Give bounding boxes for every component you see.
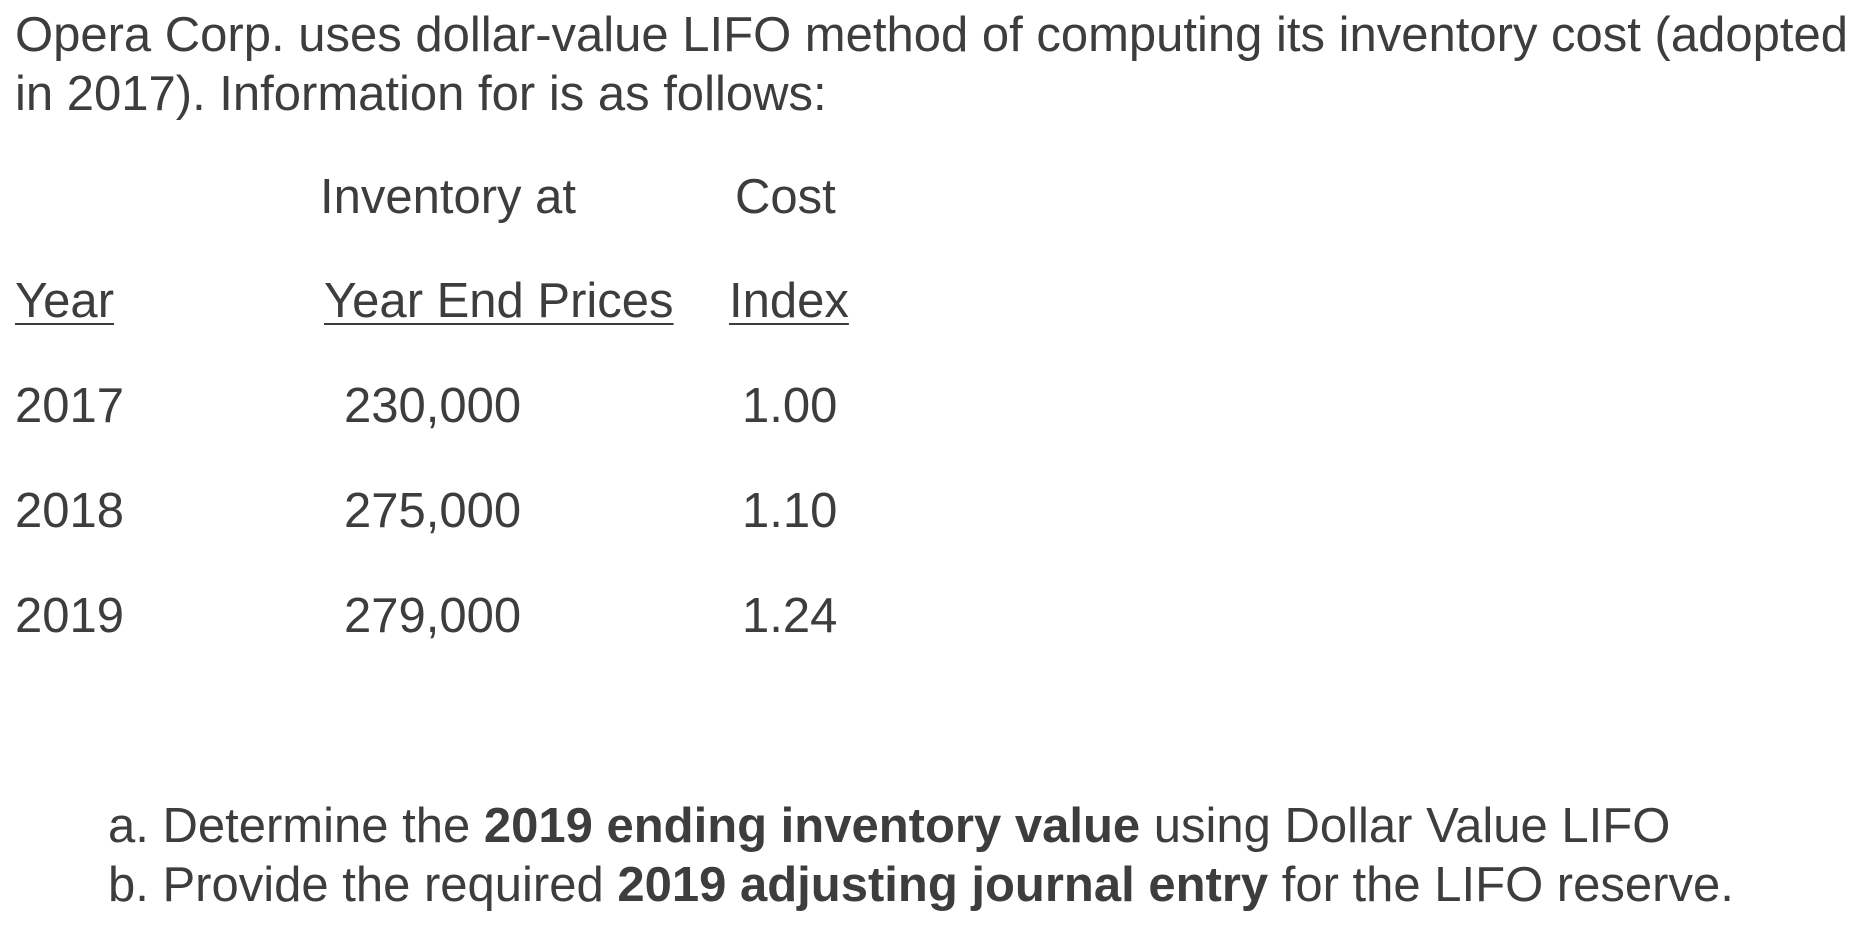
row-index: 1.00 [742,379,838,433]
question-b-prefix: b. Provide the required [108,858,618,912]
header-inventory: Year End Prices [324,274,674,328]
question-list: a. Determine the 2019 ending inventory v… [108,797,1734,915]
row-year: 2018 [15,484,125,538]
header-cost-index: Index [729,274,849,328]
header-year: Year [15,274,115,328]
header-inventory-top: Inventory at [320,170,577,224]
row-inventory: 230,000 [344,379,522,433]
row-year: 2017 [15,379,125,433]
header-cost-top: Cost [735,170,836,224]
problem-intro: Opera Corp. uses dollar-value LIFO metho… [15,8,1848,121]
question-b-suffix: for the LIFO reserve. [1268,858,1734,912]
row-index: 1.10 [742,484,838,538]
question-b-emphasis: 2019 adjusting journal entry [617,858,1269,912]
question-a-emphasis: 2019 ending inventory value [483,799,1141,853]
question-a: a. Determine the 2019 ending inventory v… [108,797,1734,856]
row-index: 1.24 [742,589,838,643]
row-year: 2019 [15,589,125,643]
question-a-prefix: a. Determine the [108,799,484,853]
question-b: b. Provide the required 2019 adjusting j… [108,856,1734,915]
row-inventory: 275,000 [344,484,522,538]
question-a-suffix: using Dollar Value LIFO [1140,799,1671,853]
row-inventory: 279,000 [344,589,522,643]
